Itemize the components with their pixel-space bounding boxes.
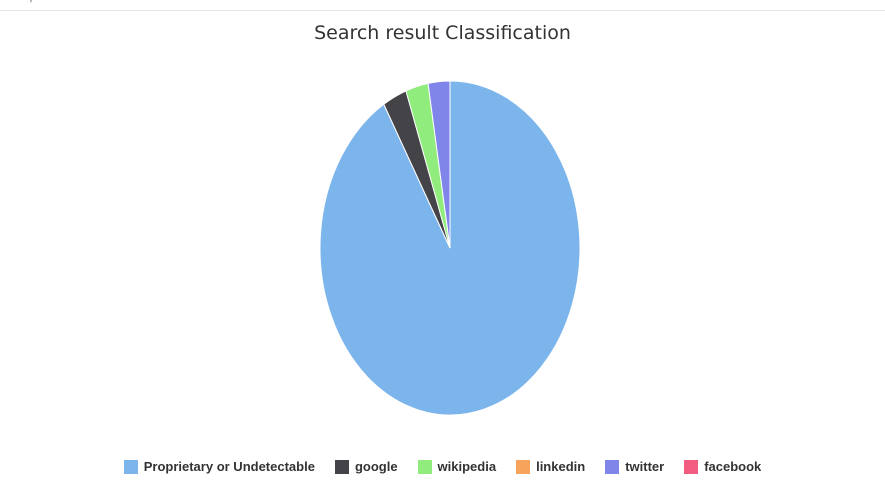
legend-swatch — [684, 459, 699, 474]
legend-item-twitter[interactable]: twitter — [605, 459, 664, 474]
legend-item-facebook[interactable]: facebook — [684, 459, 761, 474]
legend-label: linkedin — [536, 459, 586, 474]
legend-label: twitter — [625, 459, 665, 474]
legend-swatch — [605, 459, 620, 474]
legend-item-google[interactable]: google — [334, 459, 398, 474]
legend-label: wikipedia — [437, 459, 497, 474]
legend-item-linkedin[interactable]: linkedin — [516, 459, 585, 474]
pie-slice-twitter[interactable] — [427, 80, 451, 249]
legend-swatch — [334, 459, 349, 474]
legend-label: Proprietary or Undetectable — [143, 459, 315, 474]
chart-legend: Proprietary or Undetectable google wikiped… — [0, 459, 885, 474]
corner-mark: ' — [30, 0, 32, 10]
legend-item-wikipedia[interactable]: wikipedia — [417, 459, 497, 474]
chart-title: Search result Classification — [314, 22, 571, 44]
legend-item-proprietary-or-undetectable[interactable]: Proprietary or Undetectable — [123, 459, 315, 474]
legend-swatch — [123, 459, 138, 474]
legend-label: facebook — [704, 459, 762, 474]
legend-label: google — [354, 459, 398, 474]
legend-swatch — [516, 459, 531, 474]
legend-swatch — [417, 459, 432, 474]
top-divider — [0, 10, 885, 11]
